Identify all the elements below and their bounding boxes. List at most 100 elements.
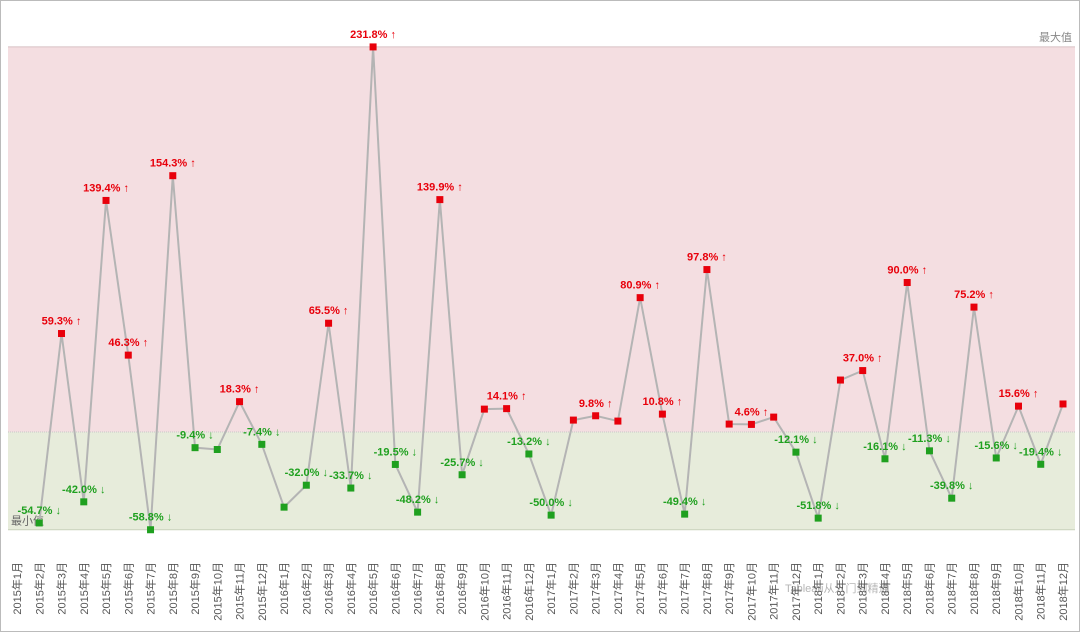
value-label: -15.6% ↓	[975, 440, 1018, 452]
x-tick-label: 2017年2月	[566, 562, 580, 615]
x-tick-label: 2015年3月	[55, 562, 69, 615]
point	[569, 416, 577, 424]
x-tick-label: 2018年9月	[989, 562, 1003, 615]
x-tick-label: 2018年1月	[811, 562, 825, 615]
point	[58, 330, 66, 338]
point	[725, 420, 733, 428]
point	[747, 420, 755, 428]
x-tick-label: 2015年8月	[166, 562, 180, 615]
x-tick-label: 2015年11月	[233, 562, 247, 620]
x-tick-label: 2016年7月	[411, 562, 425, 615]
x-tick-label: 2017年4月	[611, 562, 625, 615]
value-label: 80.9% ↑	[620, 280, 660, 292]
value-label: 4.6% ↑	[735, 406, 769, 418]
value-label: 139.9% ↑	[417, 182, 463, 194]
value-label: -58.8% ↓	[129, 512, 172, 524]
point	[1037, 460, 1045, 468]
value-label: -13.2% ↓	[507, 436, 550, 448]
value-label: -51.8% ↓	[796, 500, 839, 512]
point	[948, 494, 956, 502]
value-label: 90.0% ↑	[887, 265, 927, 277]
x-tick-label: 2018年4月	[878, 562, 892, 615]
point	[503, 405, 511, 413]
point	[147, 526, 155, 534]
min-label: 最小值	[11, 515, 44, 528]
value-label: 10.8% ↑	[643, 396, 683, 408]
x-tick-label: 2015年4月	[77, 562, 91, 615]
x-tick-label: 2016年4月	[344, 562, 358, 615]
value-label: -48.2% ↓	[396, 494, 439, 506]
point	[35, 519, 43, 527]
x-tick-label: 2016年6月	[388, 562, 402, 615]
value-label: 18.3% ↑	[220, 384, 260, 396]
point	[102, 196, 110, 204]
x-tick-label: 2016年8月	[433, 562, 447, 615]
value-label: -49.4% ↓	[663, 496, 706, 508]
point	[992, 454, 1000, 462]
point	[770, 413, 778, 421]
x-tick-label: 2017年6月	[655, 562, 669, 615]
point	[792, 448, 800, 456]
value-label: 59.3% ↑	[42, 316, 82, 328]
value-label: -42.0% ↓	[62, 484, 105, 496]
value-label: 65.5% ↑	[309, 305, 349, 317]
x-tick-label: 2018年3月	[856, 562, 870, 615]
point	[859, 367, 867, 375]
point	[970, 303, 978, 311]
value-label: -16.1% ↓	[863, 441, 906, 453]
point	[236, 398, 244, 406]
point	[881, 455, 889, 463]
x-tick-label: 2018年2月	[833, 562, 847, 615]
x-tick-label: 2016年9月	[455, 562, 469, 615]
value-label: 75.2% ↑	[954, 289, 994, 301]
x-tick-label: 2017年5月	[633, 562, 647, 615]
point	[191, 444, 199, 452]
x-tick-label: 2017年3月	[589, 562, 603, 615]
x-tick-label: 2018年8月	[967, 562, 981, 615]
point	[525, 450, 533, 458]
point	[302, 481, 310, 489]
x-tick-label: 2015年12月	[255, 562, 269, 621]
value-label: -50.0% ↓	[529, 497, 572, 509]
x-tick-label: 2017年9月	[722, 562, 736, 615]
x-tick-label: 2016年1月	[277, 562, 291, 615]
x-tick-label: 2017年7月	[678, 562, 692, 615]
value-label: -9.4% ↓	[176, 430, 213, 442]
point	[1059, 400, 1067, 408]
x-tick-label: 2015年7月	[144, 562, 158, 615]
value-label: 154.3% ↑	[150, 158, 196, 170]
point	[258, 440, 266, 448]
value-label: 46.3% ↑	[108, 337, 148, 349]
value-label: 139.4% ↑	[83, 182, 129, 194]
point	[124, 351, 132, 359]
value-label: -7.4% ↓	[243, 426, 280, 438]
point	[436, 196, 444, 204]
value-label: 231.8% ↑	[350, 29, 396, 41]
point	[814, 514, 822, 522]
point	[414, 508, 422, 516]
point	[681, 510, 689, 518]
point	[325, 319, 333, 327]
point	[592, 412, 600, 420]
value-label: 9.8% ↑	[579, 398, 613, 410]
x-tick-label: 2018年6月	[922, 562, 936, 615]
point	[547, 511, 555, 519]
point	[614, 417, 622, 425]
point	[703, 266, 711, 274]
point	[636, 294, 644, 302]
value-label: -12.1% ↓	[774, 434, 817, 446]
point	[280, 503, 288, 511]
point	[658, 410, 666, 418]
point	[458, 471, 466, 479]
value-label: 97.8% ↑	[687, 252, 727, 264]
min-band	[8, 432, 1075, 530]
x-tick-label: 2018年7月	[945, 562, 959, 615]
x-tick-label: 2015年5月	[99, 562, 113, 615]
point	[836, 376, 844, 384]
point	[213, 445, 221, 453]
x-tick-label: 2018年5月	[900, 562, 914, 615]
point	[347, 484, 355, 492]
point	[925, 447, 933, 455]
value-label: -33.7% ↓	[329, 470, 372, 482]
